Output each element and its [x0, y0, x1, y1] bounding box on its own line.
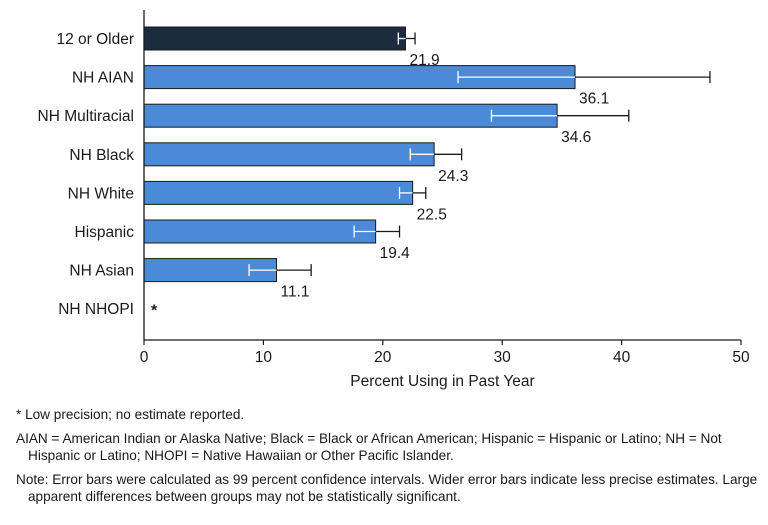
- data-label: 21.9: [409, 52, 439, 69]
- bar: [143, 180, 414, 205]
- x-axis-title: Percent Using in Past Year: [350, 373, 534, 390]
- data-label: 34.6: [561, 129, 591, 146]
- x-tick-label: 40: [613, 349, 631, 366]
- chart-notes: * Low precision; no estimate reported. A…: [16, 406, 760, 512]
- bar: [143, 219, 377, 244]
- category-label: Hispanic: [75, 224, 135, 241]
- category-label: NH White: [68, 185, 134, 202]
- x-tick-label: 30: [494, 349, 512, 366]
- x-tick-label: 20: [374, 349, 392, 366]
- x-tick-label: 10: [255, 349, 273, 366]
- data-label: 36.1: [579, 91, 609, 108]
- data-label: 19.4: [380, 245, 411, 262]
- data-label: 24.3: [438, 168, 468, 185]
- category-label: NH Black: [69, 147, 134, 164]
- bar-chart: 12 or Older 21.9 NH AIAN 36.1 NH Multiracial…: [38, 10, 750, 390]
- abbreviations-note: AIAN = American Indian or Alaska Native;…: [16, 430, 722, 464]
- low-precision-note: * Low precision; no estimate reported.: [16, 407, 245, 422]
- x-tick-label: 0: [140, 349, 149, 366]
- category-label: NH AIAN: [72, 70, 134, 87]
- error-bars-note: Note: Error bars were calculated as 99 p…: [16, 471, 758, 505]
- category-label: NH Asian: [69, 263, 134, 280]
- category-label: NH NHOPI: [58, 301, 134, 318]
- data-label: 22.5: [417, 206, 447, 223]
- data-label: 11.1: [281, 284, 310, 301]
- x-tick-label: 50: [732, 349, 750, 366]
- bar: [143, 26, 406, 51]
- category-label: NH Multiracial: [38, 108, 134, 125]
- bar: [143, 142, 435, 167]
- no-estimate-marker: *: [151, 303, 158, 320]
- category-label: 12 or Older: [56, 31, 134, 48]
